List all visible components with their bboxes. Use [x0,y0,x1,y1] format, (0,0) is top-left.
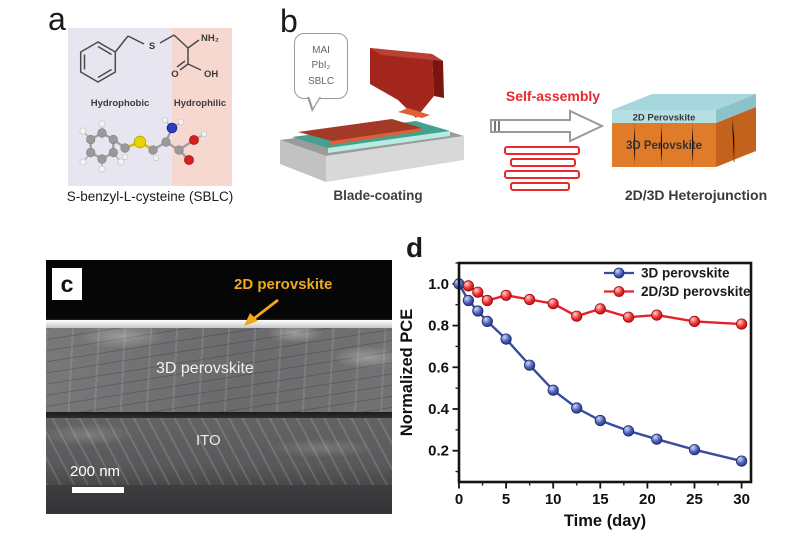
svg-text:0.4: 0.4 [428,401,450,418]
self-assembly-label: Self-assembly [505,88,601,104]
panel-a: a S NH₂ O OH Hydrophobic Hydro [38,1,262,217]
sem-interface-seam [46,412,392,418]
svg-text:5: 5 [502,491,510,508]
svg-text:0.8: 0.8 [428,318,449,335]
atom-nh2-label: NH₂ [201,33,219,44]
blade-coating-graphic [280,48,464,182]
pce-stability-chart: 0 5 10 15 20 25 30 0.2 0.4 0.6 0.8 1.0 Time (day) Nor… [398,261,753,530]
atom-s-label: S [149,41,155,52]
blade [370,48,434,118]
svg-text:15: 15 [592,491,609,508]
svg-text:2D/3D perovskite: 2D/3D perovskite [641,284,751,299]
panel-d-chart: d 0 5 10 15 20 25 30 0.2 0.4 0.6 0.8 1.0 Time (day) N… [392,232,795,536]
sblc-molecule-graphic: S NH₂ O OH Hydrophobic Hydrophilic [68,28,232,186]
y-axis-label: Normalized PCE [398,309,416,436]
ink-bubble: MAI PbI₂ SBLC [294,33,348,112]
atom-oh-label: OH [204,69,218,80]
hydrophilic-label: Hydrophilic [174,98,226,109]
sem-2d-annotation: 2D perovskite [234,276,333,293]
hydrophilic-region [172,28,232,186]
svg-text:25: 25 [686,491,703,508]
sulfur-atom [133,135,147,149]
scale-bar [72,487,124,493]
annotation-arrow-icon [244,298,279,326]
3d-layer-face [612,123,716,167]
region-labels: Hydrophobic Hydrophilic [91,98,226,109]
sem-2d-bright-layer [46,320,392,328]
blade-coating-caption: Blade-coating [333,188,423,203]
oxygen-atom [184,155,194,165]
svg-text:1.0: 1.0 [428,276,449,293]
atom-o-label: O [171,69,178,80]
plot-frame [457,261,753,484]
sem-ito-layer [46,418,392,485]
2d-layer-face [612,110,716,123]
series-0 [453,278,748,467]
panel-c-sem-image: c 2D perovskite 3D perovskite ITO 200 nm [46,260,392,514]
2d-sheet-stack-icon [500,146,590,194]
svg-text:20: 20 [639,491,656,508]
panel-a-label: a [48,1,66,37]
svg-text:3D perovskite: 3D perovskite [641,266,730,281]
panel-b-label: b [280,3,298,39]
oxygen-atom [189,135,199,145]
2d-layer-label: 2D Perovskite [633,113,696,124]
svg-text:0.6: 0.6 [428,359,449,376]
atom-labels: S NH₂ O OH [149,33,219,80]
bubble-line: SBLC [307,75,335,87]
ball-stick-model [79,116,208,173]
nitrogen-atom [166,122,178,134]
series-1 [462,280,748,330]
heterojunction-caption: 2D/3D Heterojunction [624,187,768,203]
svg-text:0: 0 [455,491,463,508]
chart-legend: 3D perovskite 2D/3D perovskite [604,266,751,299]
panel-a-caption: S-benzyl-L-cysteine (SBLC) [66,189,234,204]
svg-text:0.2: 0.2 [428,443,449,460]
sem-3d-label: 3D perovskite [156,360,254,377]
wet-film [298,119,422,141]
svg-text:10: 10 [545,491,562,508]
svg-text:30: 30 [733,491,750,508]
panel-c-label-box: c [52,268,82,300]
panel-d-label: d [406,232,424,263]
scale-bar-text: 200 nm [70,463,121,480]
panel-b: b MAI PbI₂ SBLC Blade-coating Self-assem… [268,5,795,217]
hydrophobic-label: Hydrophobic [91,98,150,109]
3d-layer-label: 3D Perovskite [626,140,702,152]
skeletal-structure [79,34,202,83]
bubble-line: PbI₂ [311,60,331,72]
sem-3d-layer [46,328,392,412]
heterojunction-stack-graphic: 2D Perovskite 3D Perovskite [612,94,756,168]
right-arrow-icon [490,109,605,143]
tick-labels: 0 5 10 15 20 25 30 0.2 0.4 0.6 0.8 1.0 [428,276,750,508]
x-axis-label: Time (day) [564,512,646,530]
bubble-line: MAI [312,44,330,56]
sem-ito-label: ITO [196,432,221,449]
panel-c-label: c [60,270,74,297]
